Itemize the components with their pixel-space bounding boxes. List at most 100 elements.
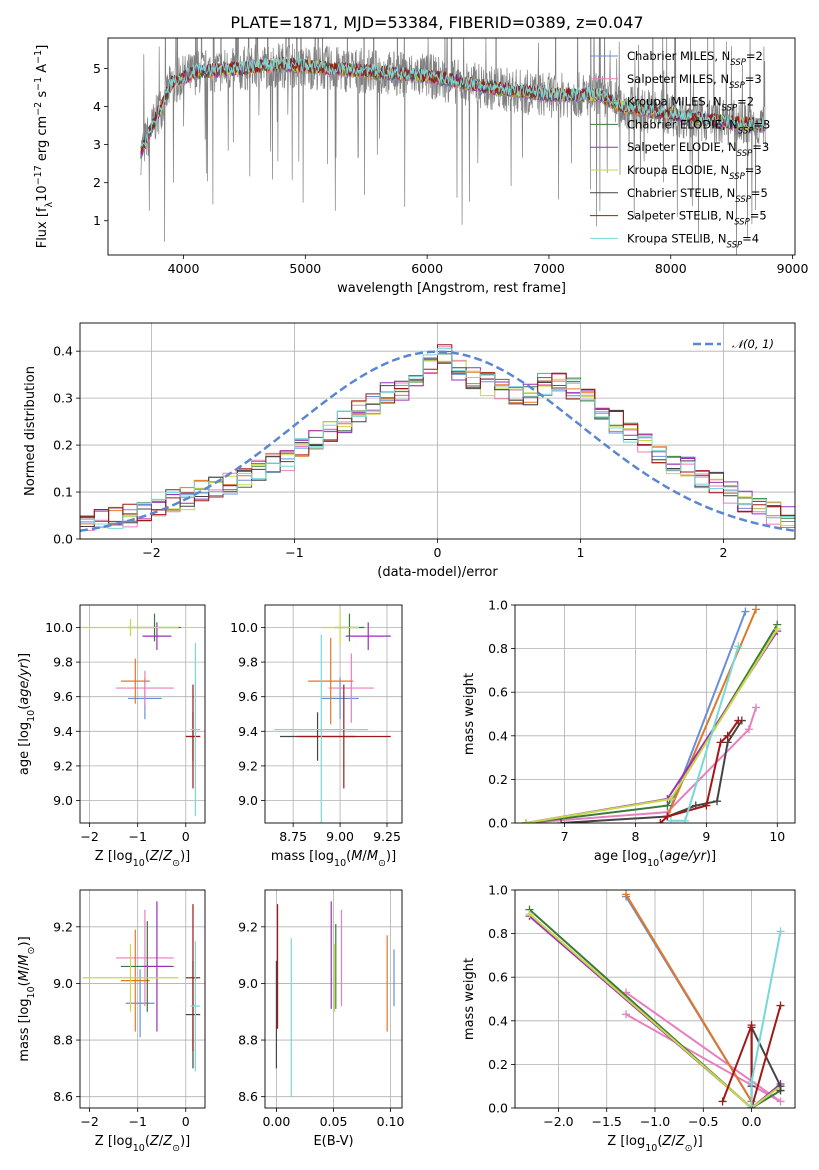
y-tick-label: 2 [93,175,101,190]
label-part: ( [17,981,32,986]
series-marker [656,819,665,823]
y-tick-label: 0.3 [53,391,73,406]
y-tick-label: 8.6 [238,1089,258,1104]
y-tick-label: 8.6 [53,1089,73,1104]
legend-label: Kroupa STELIB, NSSP=4 [627,231,759,250]
y-tick-label: 0.8 [488,641,508,656]
series-salpeter-stelib [718,1001,785,1108]
x-tick-label: −2 [142,545,160,560]
y-tick-label: 9.0 [53,793,73,808]
series-marker [718,1097,727,1106]
x-tick-label: −2.0 [543,1114,573,1129]
histogram-kroupa-stelib [80,348,795,529]
y-tick-label: 9.6 [53,689,73,704]
series-marker [521,819,530,823]
series-marker [702,801,711,810]
errorbar-point-salpeter-miles [116,670,174,706]
series-marker [622,890,631,899]
axes-frame [79,604,206,824]
legend-label: Chabrier STELIB, NSSP=5 [627,186,768,205]
legend-label-text: Kroupa MILES, N [627,95,722,109]
legend-label-suffix: =3 [752,140,769,154]
series-kroupa-elodie [521,624,782,823]
legend-label-text: Kroupa ELODIE, N [627,163,729,177]
legend-label-suffix: =5 [751,186,768,200]
axes-frame [79,889,206,1109]
series-line [625,893,753,1103]
label-part: 10 [133,858,145,869]
y-tick-label: 0.8 [488,926,508,941]
mass-vs-Z-panel: −2 −1 08.68.89.09.2Z [log10(Z/Z⊙)]mass [lo… [17,889,206,1154]
errorbar-point-salpeter-miles [328,653,374,723]
massweight-vs-Z-panel: −2.0 −1.5 −1.0 −0.5 0.0 0.0 0.2 0.4 0.6 0.8 1.0 Z [… [462,883,796,1154]
label-part: ⊙ [685,1143,693,1154]
series-marker [776,1086,785,1095]
label-part: −2 [33,102,44,116]
series-marker [681,816,690,823]
label-part: Z [162,849,173,864]
label-part: ( [145,849,150,864]
x-tick-label: 6000 [411,261,443,276]
label-part: M [17,970,32,981]
label-part: erg cm [35,116,50,165]
label-part: 10 [645,1143,657,1154]
errorbar-point-salpeter-elodie [345,622,391,650]
x-tick-label: 0.05 [320,1114,348,1129]
errorbar-point-salpeter-stelib [185,904,201,1052]
label-part: 10 [35,185,50,202]
legend-label-text: Chabrier STELIB, N [627,186,735,200]
series-marker [776,1001,785,1010]
y-tick-label: 0.6 [488,685,508,700]
error-bars [274,610,391,823]
histograms [80,344,795,533]
legend-label-suffix: =3 [745,72,762,86]
label-part: / [17,965,32,970]
series-line [525,628,779,823]
y-tick-label: 0.6 [488,970,508,985]
label-part: E(B-V) [313,1134,353,1149]
error-bars [82,901,201,1072]
series-line [528,908,782,1108]
y-axis-label: mass weight [462,958,477,1040]
label-part: −17 [33,165,44,185]
y-tick-label: 5 [93,61,101,76]
series-kroupa-stelib [747,927,785,1108]
x-tick-label: 7 [561,829,569,844]
axes-frame [79,322,796,540]
label-part: 10 [26,710,37,722]
y-tick-label: 9.2 [238,919,258,934]
errorbar-point-kroupa-miles [120,929,150,1032]
series-marker [776,1097,785,1106]
label-part: age [log [17,722,32,775]
label-part: wavelength [Angstrom, rest frame] [337,281,566,296]
label-part: M [351,849,362,864]
legend-label-sub: SSP [737,149,753,159]
normal-distribution-curve [80,350,795,533]
x-axis-label: wavelength [Angstrom, rest frame] [337,281,566,296]
label-part: / [362,849,367,864]
series-line [528,915,782,1108]
label-part: ( [346,849,351,864]
legend-label: Salpeter STELIB, NSSP=5 [627,209,767,228]
series-marker [663,812,672,821]
label-part: )] [180,849,190,864]
label-part: −1 [33,50,44,64]
legend-label-text: Salpeter MILES, N [627,72,729,86]
errorbar-point-salpeter-stelib [185,684,201,789]
y-tick-label: 8.8 [238,1033,258,1048]
label-part: Z [675,1134,686,1149]
y-tick-label: 0.4 [488,728,508,743]
label-part: mass [log [17,998,32,1061]
y-tick-label: 1.0 [488,883,508,898]
y-tick-label: 8.8 [53,1033,73,1048]
legend-label-sub: SSP [729,172,745,182]
series-line [528,913,782,1108]
label-part: age [log [594,849,647,864]
label-part: Z [162,1134,173,1149]
series-marker [716,738,725,747]
label-part: ( [145,1134,150,1149]
series-chabrier-stelib [557,716,746,823]
errorbar-point-kroupa-elodie [82,943,179,1012]
legend-label: Chabrier ELODIE, NSSP=3 [627,117,770,136]
y-tick-label: 10.0 [45,620,73,635]
